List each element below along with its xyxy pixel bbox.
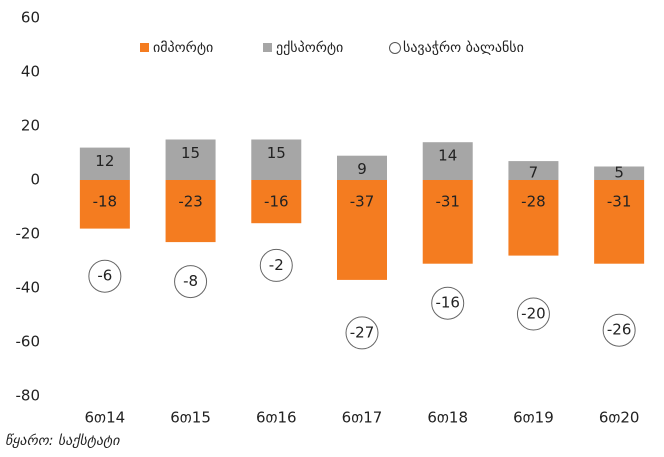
legend-swatch xyxy=(389,42,401,54)
data-label: -16 xyxy=(264,193,289,211)
x-tick-label: 6თ19 xyxy=(513,409,554,427)
data-label: 15 xyxy=(181,144,200,162)
y-tick-label: 0 xyxy=(30,171,40,189)
bar xyxy=(79,147,130,180)
legend-label: იმპორტი xyxy=(153,39,213,56)
data-label: -26 xyxy=(607,321,632,339)
data-label: -20 xyxy=(521,305,546,323)
bar xyxy=(251,139,302,180)
data-label: 12 xyxy=(95,152,114,170)
y-tick-label: -80 xyxy=(16,387,41,405)
legend-label: სავაჭრო ბალანსი xyxy=(403,39,524,56)
legend-swatch xyxy=(140,43,149,52)
data-label: 7 xyxy=(529,164,539,182)
legend-label: ექსპორტი xyxy=(276,39,343,56)
source-note: წყარო: საქსტატი xyxy=(5,432,120,449)
x-tick-label: 6თ17 xyxy=(342,409,383,427)
bar xyxy=(422,180,473,264)
y-tick-label: -20 xyxy=(16,225,41,243)
bar xyxy=(422,142,473,180)
bar xyxy=(594,166,645,180)
x-tick-label: 6თ20 xyxy=(599,409,640,427)
balance-marker xyxy=(602,313,636,347)
data-label: 5 xyxy=(614,164,624,182)
data-label: -27 xyxy=(350,323,375,341)
y-tick-label: -60 xyxy=(16,333,41,351)
bar xyxy=(337,155,387,180)
data-label: 14 xyxy=(438,147,457,165)
balance-marker xyxy=(259,248,293,282)
x-tick-label: 6თ16 xyxy=(256,409,297,427)
data-label: -31 xyxy=(607,193,632,211)
data-label: -23 xyxy=(178,193,203,211)
bar xyxy=(594,180,645,264)
data-label: 9 xyxy=(357,160,367,178)
data-label: 15 xyxy=(267,144,286,162)
bar xyxy=(251,180,302,224)
balance-marker xyxy=(174,265,208,299)
data-label: -37 xyxy=(350,193,375,211)
y-tick-label: 20 xyxy=(21,117,40,135)
data-label: -18 xyxy=(93,193,118,211)
balance-marker xyxy=(345,316,379,350)
x-tick-label: 6თ15 xyxy=(170,409,211,427)
bar xyxy=(165,180,216,243)
y-tick-label: -40 xyxy=(16,279,41,297)
legend-swatch xyxy=(263,43,272,52)
bar xyxy=(165,139,216,180)
bar xyxy=(79,180,130,229)
balance-marker xyxy=(516,297,550,331)
balance-marker xyxy=(88,259,122,293)
data-label: -16 xyxy=(435,294,460,312)
bar xyxy=(508,161,559,180)
bar xyxy=(508,180,559,256)
x-tick-label: 6თ14 xyxy=(85,409,126,427)
data-label: -2 xyxy=(269,256,284,274)
data-label: -8 xyxy=(183,272,198,290)
data-label: -31 xyxy=(435,193,460,211)
bar xyxy=(337,180,387,280)
data-label: -28 xyxy=(521,193,546,211)
x-tick-label: 6თ18 xyxy=(427,409,468,427)
balance-marker xyxy=(431,286,465,320)
y-tick-label: 60 xyxy=(21,9,40,27)
y-tick-label: 40 xyxy=(21,63,40,81)
data-label: -6 xyxy=(97,267,112,285)
